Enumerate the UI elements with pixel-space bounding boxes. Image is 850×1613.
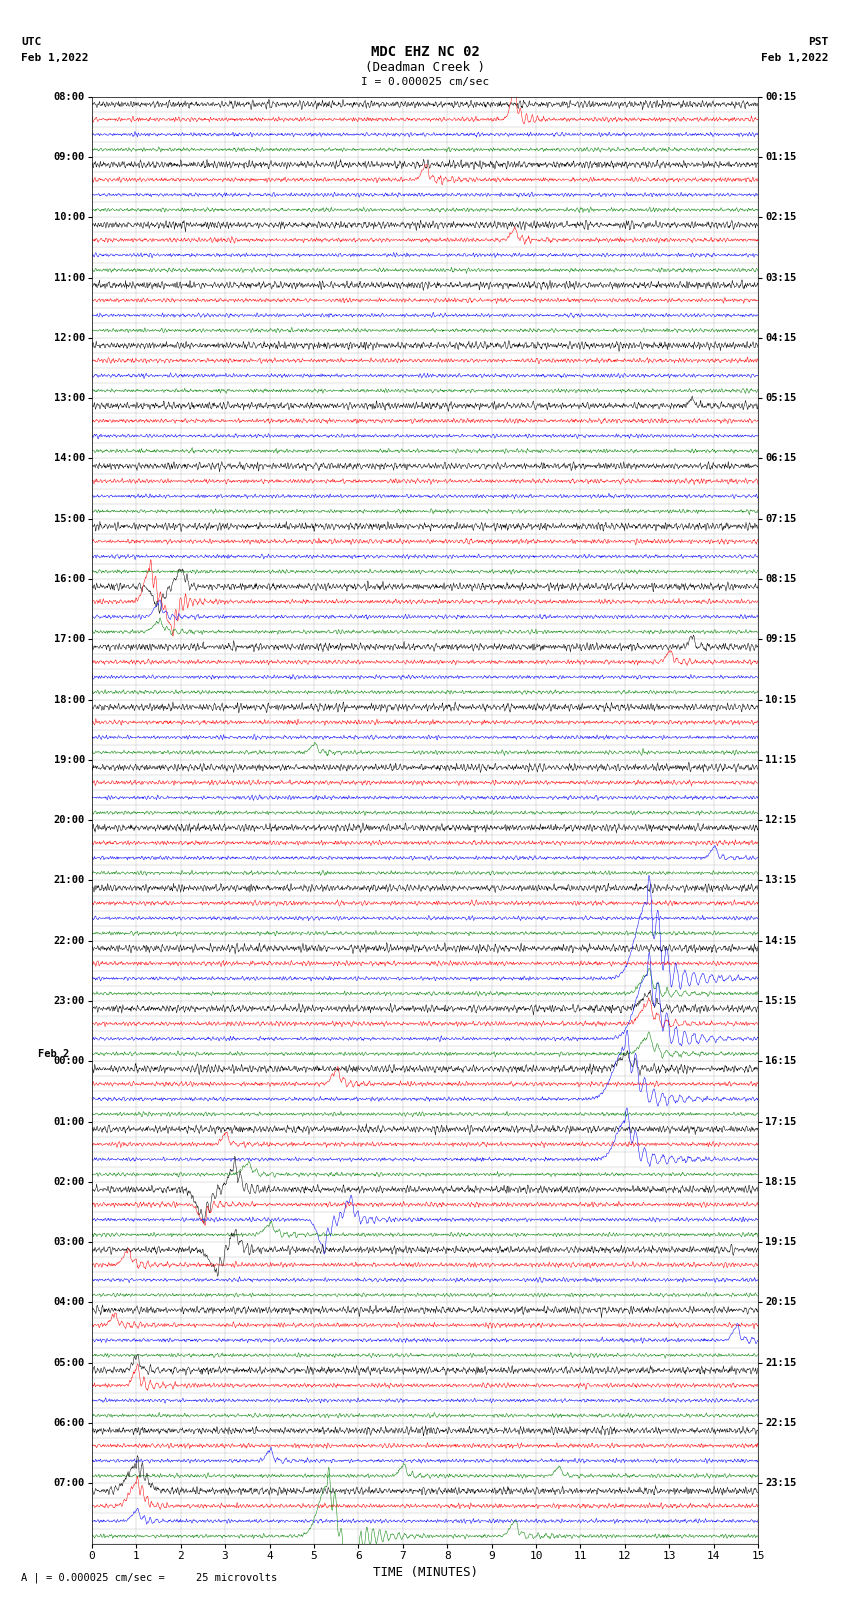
Text: A | = 0.000025 cm/sec =     25 microvolts: A | = 0.000025 cm/sec = 25 microvolts <box>21 1573 277 1584</box>
Text: Feb 1,2022: Feb 1,2022 <box>762 53 829 63</box>
Text: UTC: UTC <box>21 37 42 47</box>
X-axis label: TIME (MINUTES): TIME (MINUTES) <box>372 1566 478 1579</box>
Text: I = 0.000025 cm/sec: I = 0.000025 cm/sec <box>361 77 489 87</box>
Text: Feb 2: Feb 2 <box>38 1048 70 1058</box>
Text: PST: PST <box>808 37 829 47</box>
Text: MDC EHZ NC 02: MDC EHZ NC 02 <box>371 45 479 58</box>
Text: (Deadman Creek ): (Deadman Creek ) <box>365 61 485 74</box>
Text: Feb 1,2022: Feb 1,2022 <box>21 53 88 63</box>
